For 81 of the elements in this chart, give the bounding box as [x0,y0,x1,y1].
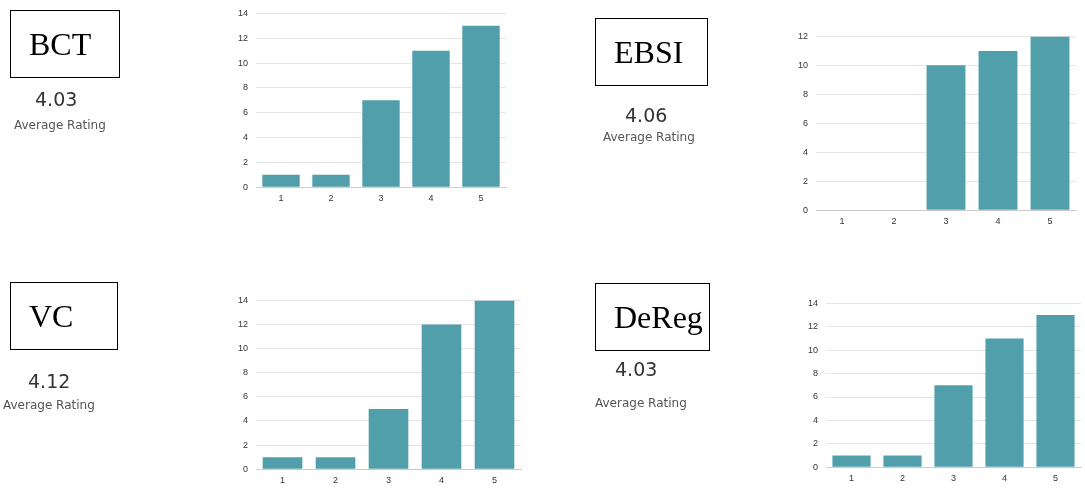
text: Average Rating [595,396,687,410]
bar [1036,315,1075,467]
x-tick-label: 2 [891,216,897,227]
y-tick-label: 6 [243,391,249,402]
y-tick-label: 8 [813,368,819,379]
x-tick-label: 5 [478,193,484,204]
y-tick-label: 0 [243,181,249,192]
bar [421,324,462,469]
y-tick-label: 4 [813,414,819,425]
bar [474,300,515,469]
y-tick-label: 2 [243,439,249,450]
x-tick-label: 5 [491,475,498,486]
y-tick-label: 14 [808,297,819,308]
chart-title: DeReg [595,283,710,351]
x-tick-label: 3 [951,473,957,484]
y-tick-label: 0 [243,463,249,474]
y-tick-label: 2 [243,156,249,167]
bar [978,50,1018,210]
text: Average Rating [3,398,95,412]
bar [883,455,922,467]
x-tick-label: 5 [1047,216,1053,227]
x-tick-label: 2 [333,475,339,486]
y-tick-label: 0 [813,461,819,472]
bar [368,408,409,469]
x-tick-label: 3 [943,216,949,227]
bar [315,457,356,469]
text: 4.06 [625,104,668,126]
x-tick-label: 3 [378,193,384,204]
y-tick-label: 12 [238,32,249,43]
y-tick-label: 6 [813,391,819,402]
text: 4.03 [35,88,78,110]
y-tick-label: 10 [238,57,249,68]
y-tick-label: 12 [808,321,819,332]
bar [262,457,303,469]
x-tick-label: 1 [280,475,286,486]
x-tick-label: 4 [439,475,445,486]
bar [926,65,966,210]
chart-title: EBSI [595,18,708,86]
bar [985,338,1024,467]
bar [262,174,300,187]
y-tick-label: 4 [243,132,249,143]
y-tick-label: 8 [243,367,249,378]
y-tick-label: 10 [238,343,249,354]
x-tick-label: 3 [386,475,392,486]
bar [832,455,871,467]
x-tick-label: 2 [900,473,906,484]
y-tick-label: 14 [238,294,249,305]
x-tick-label: 1 [839,216,845,227]
y-tick-label: 8 [803,88,809,99]
x-tick-label: 4 [1002,473,1008,484]
y-tick-label: 12 [238,319,249,329]
x-tick-label: 1 [278,193,284,204]
y-tick-label: 6 [243,107,249,118]
y-tick-label: 0 [803,204,809,215]
bar [1030,36,1070,210]
y-tick-label: 4 [243,415,249,426]
y-tick-label: 10 [808,344,819,355]
y-tick-label: 6 [803,117,809,128]
x-tick-label: 4 [995,216,1001,227]
text: Average Rating [603,130,695,144]
y-tick-label: 4 [803,146,809,157]
y-tick-label: 12 [798,30,809,41]
text: 4.03 [615,358,658,380]
chart-title: BCT [10,10,120,78]
chart-title: VC [10,282,118,350]
text: 4.12 [28,370,71,392]
x-tick-label: 5 [1052,473,1059,484]
bar [934,385,973,467]
text: Average Rating [14,118,106,132]
x-tick-label: 2 [328,193,334,204]
y-tick-label: 10 [798,59,809,70]
y-tick-label: 2 [813,438,819,449]
x-tick-label: 1 [849,473,855,484]
x-tick-label: 4 [428,193,434,204]
bar [462,25,500,187]
bar [412,50,450,187]
bar [312,174,350,187]
y-tick-label: 14 [238,7,249,18]
bar [362,100,400,187]
y-tick-label: 8 [243,82,249,93]
y-tick-label: 2 [803,175,809,186]
